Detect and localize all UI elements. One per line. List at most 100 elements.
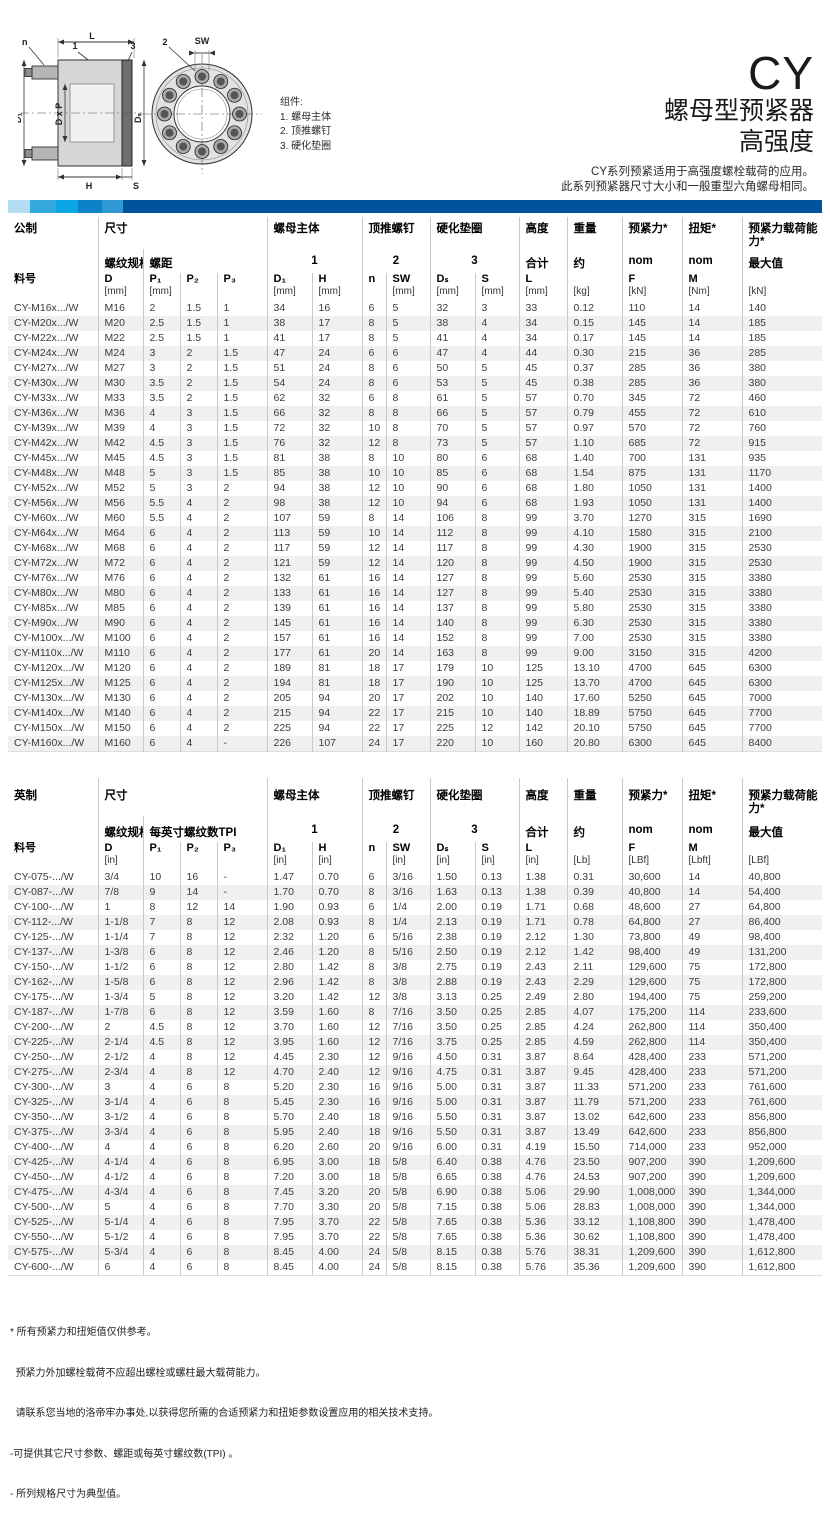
table-cell: 4 [474,316,519,331]
column-subgroup-header: 2 [361,816,430,842]
table-cell: 20 [361,1185,386,1200]
table-cell: 4.24 [566,1020,622,1035]
table-cell: 2 [97,1020,143,1035]
table-cell: 3.70 [566,511,622,526]
table-cell: 8 [179,930,217,945]
table-cell: 64,800 [741,900,822,915]
table-row: CY-525-.../W 5-1/4 4 6 8 7.95 3.70 22 5/8 7.65 0.3… [8,1215,822,1230]
table-cell: 1,344,000 [741,1200,822,1215]
table-cell: 34 [266,301,312,316]
table-row: CY-137-.../W 1-3/8 6 8 12 2.46 1.20 8 5/16 2.50 0.… [8,945,822,960]
table-cell: 17 [311,331,362,346]
column-header: Dₛ [in] [429,842,475,870]
table-row: CY-325-.../W 3-1/4 4 6 8 5.45 2.30 16 9/16 5.00 0.… [8,1095,822,1110]
table-cell: 1.5 [216,406,267,421]
table-cell: 5/8 [385,1260,430,1276]
table-cell: 13.02 [566,1110,622,1125]
dim-label-DxP: D x P [54,103,64,126]
product-description-line2: 此系列预紧器尺寸大小和一般重型六角螺母相同。 [561,180,814,193]
brand-bar-segment [8,200,30,213]
table-cell: 0.19 [474,945,519,960]
table-cell: 125 [518,661,567,676]
table-cell: M160 [97,736,143,752]
table-cell: 6 [142,601,180,616]
table-cell: 179 [429,661,475,676]
table-cell: 13.10 [566,661,622,676]
table-cell: 4.5 [142,1020,180,1035]
table-cell: 0.25 [474,1020,519,1035]
table-cell: 2.50 [429,945,475,960]
table-cell: 61 [429,391,475,406]
table-cell: 20.10 [566,721,622,736]
table-cell: CY-M85x.../W [14,602,79,614]
column-group-header: 扭矩* [681,778,742,816]
column-header: M [Nm] [681,273,742,301]
table-cell: 0.31 [474,1095,519,1110]
table-cell: 137 [429,601,475,616]
table-cell: 1/4 [385,900,430,915]
table-cell: 1.50 [429,870,475,885]
table-cell: CY-M150x.../W [14,722,85,734]
table-cell: 12 [361,556,386,571]
table-cell: 760 [741,421,822,436]
table-cell: 7.95 [266,1230,312,1245]
table-cell: 8 [361,975,386,990]
dim-label-S: S [133,181,139,191]
jack-bolt-sockets [160,72,244,156]
table-cell: 14 [681,885,742,900]
table-cell: 1,344,000 [741,1185,822,1200]
table-cell: M20 [97,316,143,331]
table-cell: 3/8 [385,990,430,1005]
column-subgroup-header: nom [621,249,682,273]
table-cell: 53 [429,376,475,391]
table-cell: 38 [311,496,362,511]
table-cell: 72 [681,436,742,451]
table-cell: 8 [216,1245,267,1260]
table-cell: 5250 [621,691,682,706]
table-cell: 8 [361,960,386,975]
table-cell: CY-M64x.../W [14,527,79,539]
table-cell: 2530 [621,571,682,586]
table-cell: 7.65 [429,1215,475,1230]
table-cell: 64,800 [621,915,682,930]
table-cell: 8 [179,1050,217,1065]
column-header: P₂ [179,273,217,301]
table-cell: 3.87 [518,1125,567,1140]
table-cell: 7 [142,915,180,930]
table-cell: 10 [474,691,519,706]
jack-bolts [157,69,247,159]
table-cell: 22 [361,721,386,736]
table-cell: 194,400 [621,990,682,1005]
table-row: CY-200-.../W 2 4.5 8 12 3.70 1.60 12 7/16 3.50 0.2… [8,1020,822,1035]
table-cell: 2.49 [518,990,567,1005]
table-cell: 6 [179,1185,217,1200]
table-cell: 6 [142,616,180,631]
table-cell: 700 [621,451,682,466]
column-header: D [in] [97,842,143,870]
column-group-header: 螺母主体 [266,217,362,249]
table-cell: 5/8 [385,1230,430,1245]
table-cell: 0.79 [566,406,622,421]
table-cell: 8400 [741,736,822,752]
table-row: CY-450-.../W 4-1/2 4 6 8 7.20 3.00 18 5/8 6.65 0.3… [8,1170,822,1185]
table-cell: 117 [266,541,312,556]
table-row: CY-175-.../W 1-3/4 5 8 12 3.20 1.42 12 3/8 3.13 0.… [8,990,822,1005]
table-cell: 99 [518,586,567,601]
table-cell: 8 [216,1200,267,1215]
column-subgroup-header: 合计 [518,249,567,273]
table-cell: 59 [311,526,362,541]
table-cell: 233,600 [741,1005,822,1020]
table-cell: 2.5 [142,331,180,346]
table-cell: 131 [681,451,742,466]
table-cell: 8.15 [429,1245,475,1260]
table-cell: 17 [385,721,430,736]
table-cell: 1690 [741,511,822,526]
table-cell: 2.30 [311,1095,362,1110]
table-row: CY-M45x.../W M45 4.5 3 1.5 81 38 8 10 80 6 68 1.40 70… [8,451,822,466]
table-cell: 1270 [621,511,682,526]
table-row: CY-M68x.../W M68 6 4 2 117 59 12 14 117 8 99 4.30 190… [8,541,822,556]
table-cell: 233 [681,1050,742,1065]
table-cell: 12 [216,1005,267,1020]
table-cell: 5-1/2 [97,1230,143,1245]
table-cell: 10 [385,496,430,511]
